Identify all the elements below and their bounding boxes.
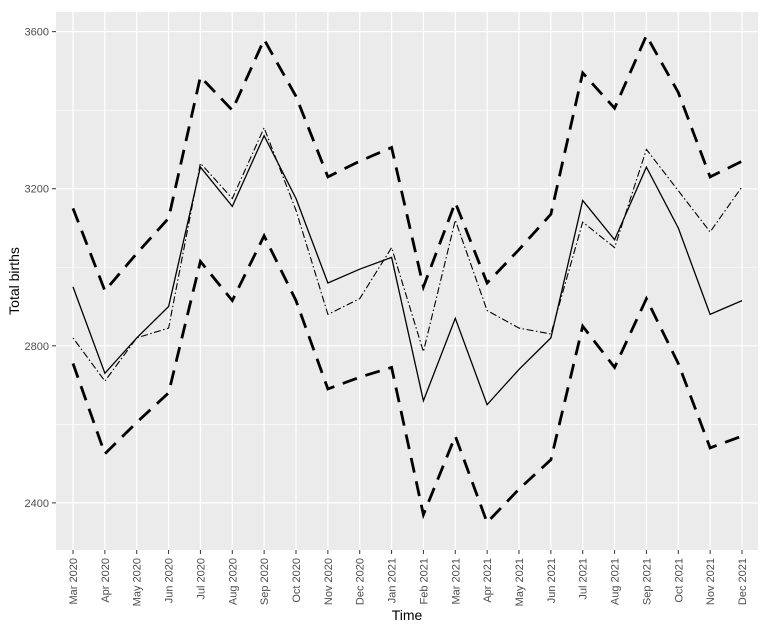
x-tick-label: Apr 2021 [482,558,494,603]
x-axis-title: Time [392,607,423,623]
x-tick-label: May 2020 [132,558,144,606]
x-tick-label: Mar 2021 [450,558,462,604]
series-group [71,32,743,526]
y-tick-label: 3600 [25,27,49,39]
y-axis-title: Total births [6,247,22,315]
x-tick-label: Oct 2021 [673,558,685,603]
x-tick-label: Jan 2021 [387,558,399,603]
y-axis: 2400 2800 3200 3600 [25,27,56,510]
x-tick-label: May 2021 [514,558,526,606]
x-tick-label: Nov 2020 [323,558,335,605]
y-tick-label: 2400 [25,498,49,510]
x-tick-label: Jun 2021 [546,558,558,603]
x-tick-label: Oct 2020 [291,558,303,603]
x-tick-label: Dec 2021 [737,558,749,605]
x-tick-label: Jul 2020 [195,558,207,600]
series-line-4-longdash [71,232,743,526]
x-tick-label: Aug 2020 [227,558,239,605]
y-tick-label: 2800 [25,341,49,353]
x-tick-label: Nov 2021 [705,558,717,605]
x-tick-label: Aug 2021 [610,558,622,605]
x-tick-label: Jun 2020 [164,558,176,603]
x-tick-label: Sep 2020 [259,558,271,605]
x-tick-label: Mar 2020 [68,558,80,604]
panel-background [56,12,758,550]
x-tick-label: Feb 2021 [418,558,430,604]
series-line-1-solid [72,134,743,406]
y-tick-label: 3200 [25,184,49,196]
x-tick-label: Sep 2021 [641,558,653,605]
x-tick-label: Dec 2020 [355,558,367,605]
x-tick-label: Jul 2021 [578,558,590,600]
x-tick-label: Apr 2020 [100,558,112,603]
series-line-2-dashdot [72,126,743,383]
series-line-3-longdash [71,32,743,294]
x-axis: Mar 2020 Apr 2020 May 2020 Jun 2020 Jul 2020… [68,550,749,606]
